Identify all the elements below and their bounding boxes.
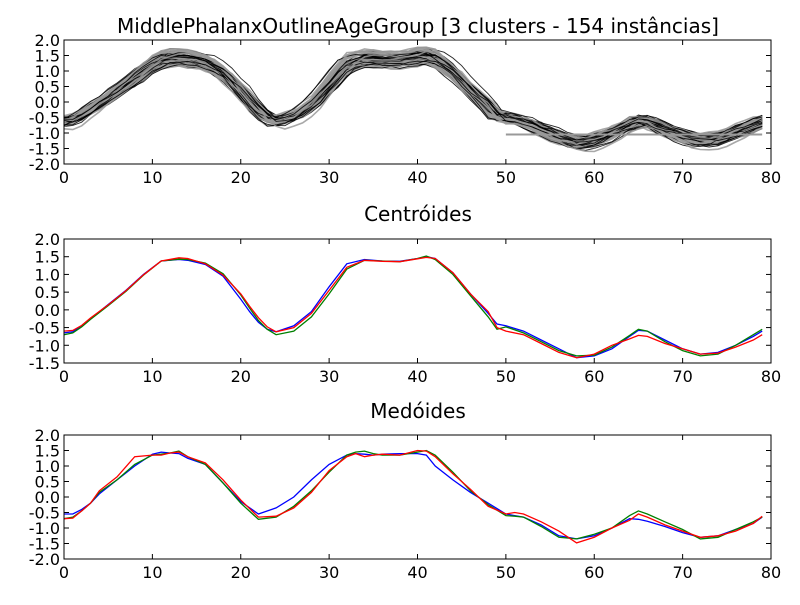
y-tick-label: 0.5: [35, 78, 60, 97]
y-tick-label: 0.0: [35, 488, 60, 507]
series-line-3: [63, 256, 763, 359]
x-tick-label: 40: [407, 563, 427, 582]
instances-axes: 0 10 20 30 40 50 60 70 80 2.01.51.00.50.0-0.5-1.0…: [29, 31, 781, 187]
instance-line: [63, 50, 763, 153]
x-tick-label: 10: [142, 168, 162, 187]
x-tick-label: 10: [142, 367, 162, 386]
y-tick-label: 1.0: [35, 265, 60, 284]
y-tick-label: -1.5: [29, 354, 60, 373]
series-line-3: [63, 449, 763, 544]
instance-line: [63, 59, 763, 143]
series-line-1: [63, 256, 763, 359]
x-tick-label: 80: [761, 367, 781, 386]
y-tick-label: -0.5: [29, 319, 60, 338]
x-tick-label: 70: [672, 563, 692, 582]
y-tick-label: 1.5: [35, 47, 60, 66]
y-tick-label: -0.5: [29, 504, 60, 523]
y-tick-label: -1.5: [29, 140, 60, 159]
x-tick-label: 60: [584, 168, 604, 187]
y-tick-label: 0.0: [35, 301, 60, 320]
x-tick-label: 50: [496, 168, 516, 187]
instance-line: [63, 54, 763, 141]
x-tick-label: 80: [761, 168, 781, 187]
x-tick-label: 0: [59, 168, 69, 187]
y-tick-label: -1.0: [29, 124, 60, 143]
instance-line: [63, 59, 763, 143]
centroids-lines: [63, 255, 763, 359]
y-tick-label: 1.5: [35, 248, 60, 267]
x-tick-label: 10: [142, 563, 162, 582]
y-tick-label: -0.5: [29, 109, 60, 128]
centroids-panel: Centróides 0 10 20 30 40 50 60 70 80 2.01.51.00.5…: [29, 202, 781, 386]
x-tick-label: 20: [231, 168, 251, 187]
series-line-2: [63, 449, 763, 540]
y-tick-label: 1.0: [35, 62, 60, 81]
x-tick-label: 70: [672, 168, 692, 187]
y-tick-label: -1.0: [29, 519, 60, 538]
x-tick-label: 50: [496, 563, 516, 582]
centroids-title: Centróides: [364, 202, 472, 226]
x-tick-label: 30: [319, 367, 339, 386]
instances-title: MiddlePhalanxOutlineAgeGroup [3 clusters…: [117, 14, 719, 38]
y-tick-label: -2.0: [29, 550, 60, 569]
y-tick-label: -1.0: [29, 336, 60, 355]
series-line-1: [64, 451, 763, 540]
y-tick-label: 1.5: [35, 442, 60, 461]
y-tick-label: 1.0: [35, 457, 60, 476]
x-tick-label: 50: [496, 367, 516, 386]
x-tick-label: 0: [59, 563, 69, 582]
y-tick-label: 2.0: [35, 31, 60, 50]
x-tick-label: 40: [407, 168, 427, 187]
medoids-lines: [63, 449, 763, 544]
x-tick-label: 30: [319, 168, 339, 187]
medoids-panel: Medóides 0 10 20 30 40 50 60 70 80 2.01.51.00.50.…: [29, 399, 781, 582]
medoids-axes: 0 10 20 30 40 50 60 70 80 2.01.51.00.50.0-0.5-1.0…: [29, 426, 781, 582]
x-tick-label: 60: [584, 563, 604, 582]
x-tick-label: 70: [672, 367, 692, 386]
x-tick-label: 30: [319, 563, 339, 582]
y-tick-label: 2.0: [35, 230, 60, 249]
instance-line: [63, 59, 763, 146]
y-tick-label: 0.5: [35, 473, 60, 492]
y-tick-label: 0.5: [35, 283, 60, 302]
x-tick-label: 20: [231, 367, 251, 386]
y-tick-label: 0.0: [35, 93, 60, 112]
instances-panel: MiddlePhalanxOutlineAgeGroup [3 clusters…: [29, 14, 781, 187]
centroids-axes: 0 10 20 30 40 50 60 70 80 2.01.51.00.50.0-0.5-1.0…: [29, 230, 781, 386]
y-tick-label: -2.0: [29, 155, 60, 174]
x-tick-label: 0: [59, 367, 69, 386]
x-tick-label: 60: [584, 367, 604, 386]
instance-line: [63, 60, 763, 141]
plot-frame: [63, 238, 772, 364]
x-tick-label: 80: [761, 563, 781, 582]
y-tick-label: -1.5: [29, 535, 60, 554]
instances-lines: [63, 46, 763, 153]
y-tick-label: 2.0: [35, 426, 60, 445]
x-tick-label: 20: [231, 563, 251, 582]
medoids-title: Medóides: [370, 399, 465, 423]
x-tick-label: 40: [407, 367, 427, 386]
